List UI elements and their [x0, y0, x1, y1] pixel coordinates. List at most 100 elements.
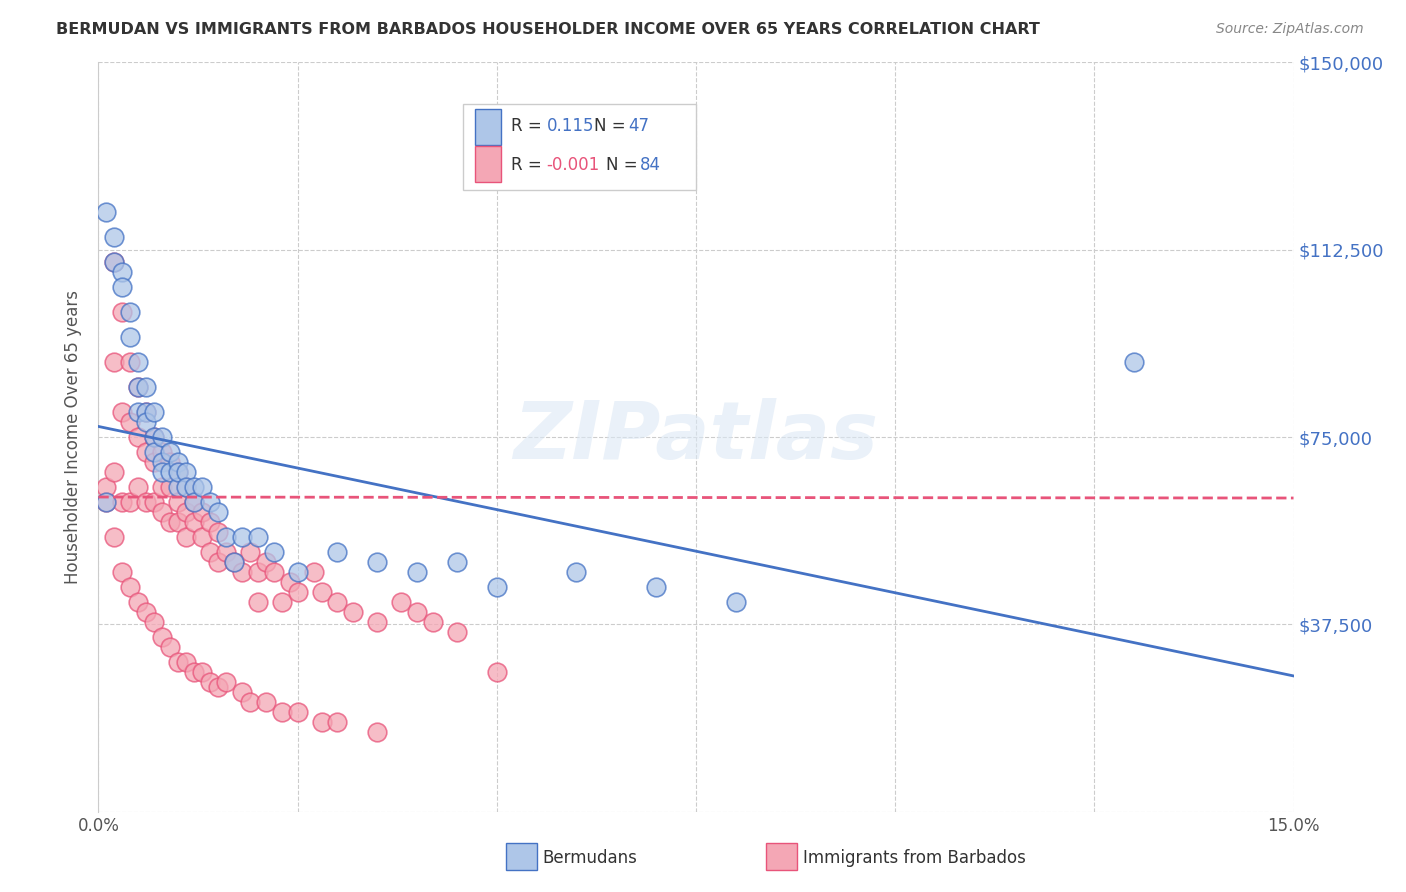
Point	[174, 465, 197, 479]
Point	[366, 555, 388, 569]
Point	[246, 530, 269, 544]
Point	[207, 555, 229, 569]
Point	[278, 574, 301, 589]
Point	[167, 455, 190, 469]
Point	[311, 714, 333, 729]
Point	[198, 674, 221, 689]
Point	[127, 380, 149, 394]
Point	[135, 415, 157, 429]
Point	[446, 624, 468, 639]
Point	[311, 585, 333, 599]
Point	[96, 495, 118, 509]
Text: R =: R =	[510, 117, 547, 135]
Point	[446, 555, 468, 569]
Point	[422, 615, 444, 629]
Point	[207, 680, 229, 694]
Point	[167, 515, 190, 529]
Point	[127, 480, 149, 494]
Point	[143, 455, 166, 469]
Point	[127, 430, 149, 444]
Point	[167, 480, 190, 494]
Point	[263, 545, 285, 559]
Point	[103, 465, 125, 479]
Point	[239, 695, 262, 709]
Point	[150, 465, 173, 479]
Point	[287, 585, 309, 599]
Point	[143, 445, 166, 459]
Point	[159, 480, 181, 494]
Point	[565, 565, 588, 579]
Point	[239, 545, 262, 559]
Point	[326, 595, 349, 609]
Point	[645, 580, 668, 594]
Point	[159, 455, 181, 469]
Point	[222, 555, 245, 569]
Point	[246, 595, 269, 609]
Point	[150, 630, 173, 644]
Point	[207, 505, 229, 519]
Text: R =: R =	[510, 156, 547, 174]
Point	[183, 480, 205, 494]
Point	[183, 665, 205, 679]
Point	[215, 545, 238, 559]
Point	[174, 655, 197, 669]
Point	[111, 265, 134, 279]
Point	[111, 280, 134, 294]
FancyBboxPatch shape	[475, 146, 501, 182]
Point	[135, 605, 157, 619]
Point	[174, 530, 197, 544]
Point	[120, 580, 142, 594]
Point	[167, 465, 190, 479]
Point	[167, 655, 190, 669]
Point	[191, 480, 214, 494]
Point	[326, 714, 349, 729]
Point	[326, 545, 349, 559]
Point	[159, 465, 181, 479]
Text: N =: N =	[595, 117, 631, 135]
Text: ZIPatlas: ZIPatlas	[513, 398, 879, 476]
Text: Bermudans: Bermudans	[543, 849, 637, 867]
Point	[191, 665, 214, 679]
Text: 47: 47	[628, 117, 648, 135]
Point	[150, 430, 173, 444]
Point	[111, 405, 134, 419]
Point	[103, 230, 125, 244]
Point	[270, 595, 292, 609]
Point	[127, 405, 149, 419]
Point	[191, 505, 214, 519]
Point	[207, 524, 229, 539]
Point	[103, 530, 125, 544]
Point	[135, 380, 157, 394]
Point	[111, 565, 134, 579]
Point	[120, 355, 142, 369]
Point	[215, 530, 238, 544]
Text: -0.001: -0.001	[547, 156, 600, 174]
Point	[159, 640, 181, 654]
Point	[143, 430, 166, 444]
Y-axis label: Householder Income Over 65 years: Householder Income Over 65 years	[65, 290, 83, 584]
Point	[167, 465, 190, 479]
Point	[96, 480, 118, 494]
Point	[120, 415, 142, 429]
Point	[198, 495, 221, 509]
Point	[366, 724, 388, 739]
Point	[150, 480, 173, 494]
Point	[103, 255, 125, 269]
Text: 0.115: 0.115	[547, 117, 595, 135]
Point	[143, 405, 166, 419]
Point	[174, 505, 197, 519]
Point	[254, 695, 277, 709]
Point	[485, 580, 508, 594]
Point	[135, 405, 157, 419]
Point	[174, 480, 197, 494]
Point	[215, 674, 238, 689]
Point	[120, 305, 142, 319]
Text: Source: ZipAtlas.com: Source: ZipAtlas.com	[1216, 22, 1364, 37]
Point	[159, 515, 181, 529]
Point	[342, 605, 364, 619]
Point	[127, 595, 149, 609]
Point	[246, 565, 269, 579]
Point	[135, 495, 157, 509]
Point	[111, 305, 134, 319]
Text: Immigrants from Barbados: Immigrants from Barbados	[803, 849, 1026, 867]
